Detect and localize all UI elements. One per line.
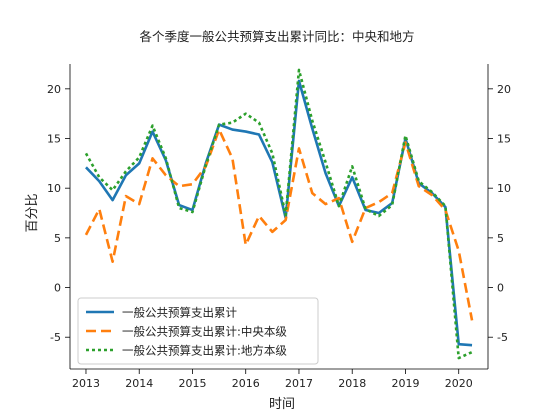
- y-tick-label-left: 5: [54, 232, 61, 245]
- y-tick-label-left: 15: [47, 133, 61, 146]
- x-tick-label: 2020: [445, 377, 473, 390]
- series-line-3: [84, 68, 473, 360]
- x-tick-label: 2018: [338, 377, 366, 390]
- y-tick-label-right: 15: [497, 133, 511, 146]
- x-tick-label: 2015: [178, 377, 206, 390]
- series-lines: [84, 68, 474, 360]
- legend-box: [77, 297, 319, 365]
- legend-label-2: 一般公共预算支出累计:中央本级: [122, 325, 287, 339]
- x-tick-label: 2014: [125, 377, 153, 390]
- legend-label-3: 一般公共预算支出累计:地方本级: [122, 344, 287, 358]
- y-tick-label-right: 10: [497, 182, 511, 195]
- y-tick-label-left: 0: [54, 282, 61, 295]
- legend-label-1: 一般公共预算支出累计: [122, 306, 237, 320]
- y-tick-label-right: 0: [497, 282, 504, 295]
- y-tick-label-right: 5: [497, 232, 504, 245]
- x-tick-label: 2013: [72, 377, 100, 390]
- x-tick-label: 2017: [285, 377, 313, 390]
- x-tick-label: 2019: [391, 377, 419, 390]
- y-tick-label-left: -5: [50, 331, 61, 344]
- x-axis-label: 时间: [269, 397, 295, 412]
- series-line-2: [84, 128, 474, 321]
- x-tick-label: 2016: [232, 377, 260, 390]
- chart-title: 各个季度一般公共预算支出累计同比：中央和地方: [139, 29, 414, 44]
- y-tick-label-right: -5: [497, 331, 508, 344]
- y-tick-label-right: 20: [497, 83, 511, 96]
- y-tick-label-left: 20: [47, 83, 61, 96]
- y-axis-label: 百分比: [25, 193, 40, 232]
- y-tick-label-left: 10: [47, 182, 61, 195]
